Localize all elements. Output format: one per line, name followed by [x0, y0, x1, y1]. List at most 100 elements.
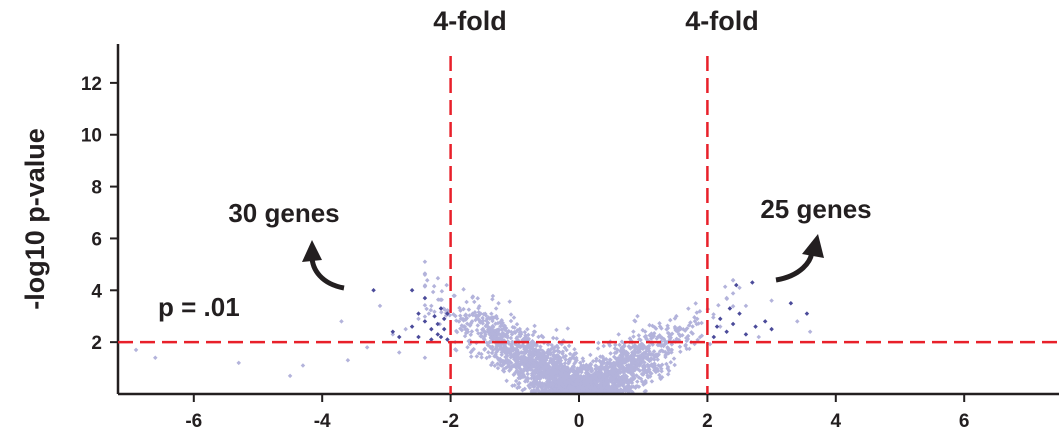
data-point	[550, 372, 556, 377]
data-point	[662, 349, 668, 355]
x-tick-label: -2	[442, 411, 459, 429]
significant-point	[711, 334, 717, 340]
data-point	[390, 332, 396, 337]
data-point	[480, 318, 486, 324]
data-point	[563, 357, 569, 362]
data-point	[582, 374, 588, 379]
data-point	[538, 344, 543, 349]
data-point	[687, 346, 692, 352]
data-point	[479, 355, 484, 360]
data-point	[534, 374, 539, 380]
data-point	[499, 352, 504, 358]
data-point	[498, 323, 503, 329]
data-point	[527, 352, 532, 357]
data-point	[588, 352, 593, 358]
data-point	[630, 352, 635, 358]
data-point	[743, 303, 749, 309]
data-point	[502, 323, 507, 329]
data-point	[630, 361, 636, 366]
data-point	[508, 318, 514, 324]
data-point	[489, 335, 494, 341]
data-point	[547, 369, 552, 374]
data-point	[580, 385, 585, 391]
significant-point	[396, 334, 402, 340]
data-point	[435, 275, 441, 281]
significant-points	[371, 280, 810, 342]
data-point	[562, 379, 568, 384]
data-point	[429, 303, 434, 309]
data-point	[534, 357, 539, 362]
significant-point	[804, 311, 810, 316]
data-point	[482, 333, 488, 339]
data-point	[637, 349, 642, 355]
data-point	[730, 304, 736, 309]
left-gene-count: 30 genes	[228, 198, 339, 228]
data-point	[602, 357, 607, 362]
data-point	[657, 321, 662, 326]
data-point	[807, 329, 813, 335]
significant-point	[416, 334, 421, 340]
data-point	[453, 347, 458, 352]
data-point	[590, 359, 596, 364]
data-point	[607, 343, 613, 348]
data-point	[530, 332, 536, 338]
data-point	[677, 344, 683, 349]
data-point	[652, 324, 657, 330]
data-point	[656, 342, 661, 348]
data-point	[490, 293, 496, 299]
x-tick-label: 6	[959, 411, 970, 429]
data-point	[605, 361, 610, 367]
data-point	[649, 356, 654, 361]
data-point	[564, 347, 569, 353]
data-point	[465, 344, 470, 350]
y-tick-label: 6	[91, 229, 102, 250]
data-point	[537, 380, 543, 385]
data-point	[512, 325, 517, 330]
data-point	[689, 330, 694, 335]
fold-label-right: 4-fold	[685, 6, 759, 36]
data-point	[505, 360, 510, 366]
data-point	[583, 370, 589, 376]
data-point	[493, 354, 499, 359]
data-point	[640, 327, 645, 333]
significant-point	[445, 311, 450, 316]
data-point	[493, 306, 499, 311]
data-point	[642, 389, 648, 394]
data-point	[722, 284, 728, 290]
data-point	[537, 376, 543, 382]
data-point	[424, 306, 429, 312]
data-point	[462, 324, 467, 329]
data-point	[486, 325, 492, 330]
data-point	[594, 381, 600, 387]
data-point	[566, 361, 571, 366]
data-point	[463, 312, 469, 317]
data-point	[535, 350, 541, 356]
data-point	[594, 356, 599, 362]
significant-point	[438, 306, 444, 311]
data-point	[557, 385, 563, 390]
data-point	[396, 350, 402, 355]
data-point	[613, 374, 618, 379]
data-point	[482, 337, 487, 342]
data-point	[475, 323, 481, 328]
data-point	[490, 360, 495, 365]
x-tick-label: 4	[831, 411, 842, 429]
significant-point	[737, 311, 742, 316]
data-point	[608, 357, 613, 363]
data-point	[516, 371, 522, 377]
data-point	[565, 326, 571, 331]
data-point	[507, 299, 512, 304]
data-point	[568, 369, 573, 374]
data-point	[544, 350, 550, 355]
data-point	[511, 363, 516, 368]
data-point	[487, 339, 492, 345]
data-point	[503, 354, 508, 360]
data-point	[582, 380, 588, 385]
data-point	[524, 346, 530, 351]
data-point	[474, 354, 480, 359]
data-point	[498, 320, 503, 325]
data-point	[471, 346, 476, 352]
data-point	[454, 328, 459, 334]
data-point	[557, 375, 563, 381]
data-point	[532, 323, 537, 329]
